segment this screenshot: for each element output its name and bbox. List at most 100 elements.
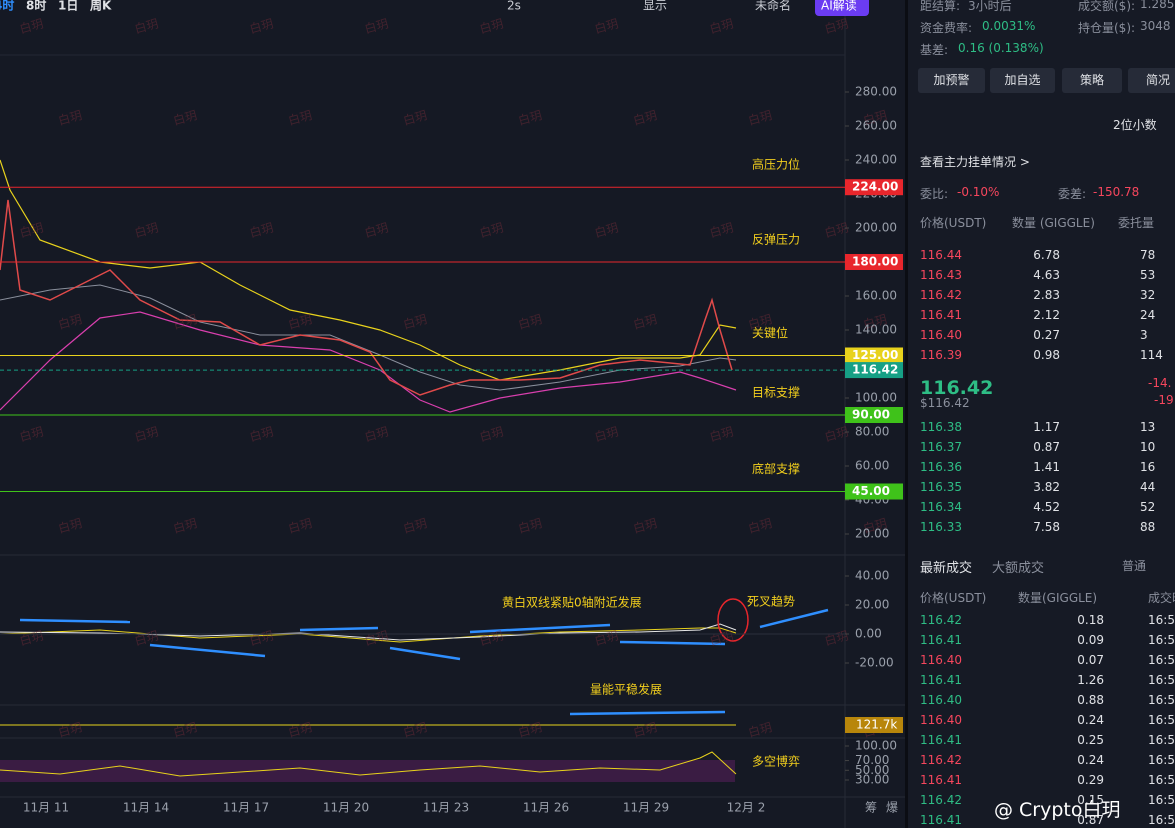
price: 116.42: [920, 288, 962, 302]
level-note: 高压力位: [752, 157, 800, 172]
price: 116.38: [920, 420, 962, 434]
ratio-label: 委比:: [920, 187, 949, 201]
interval[interactable]: 4时: [0, 0, 14, 13]
watermark: 白玥: [823, 424, 850, 445]
qty: 0.87: [1033, 440, 1060, 454]
trade-qty: 0.07: [1077, 653, 1104, 667]
trade-price: 116.41: [920, 633, 962, 647]
depth-link[interactable]: 查看主力挂单情况 >: [920, 155, 1030, 169]
trade-qty: 0.25: [1077, 733, 1104, 747]
y-tick-label: 0.00: [855, 627, 882, 641]
watermark: 白玥: [631, 107, 658, 128]
y-tick-label: 280.00: [855, 85, 897, 99]
trade-header: 价格(USDT): [920, 591, 987, 605]
watermark: 白玥: [286, 515, 313, 536]
y-tick-label: 240.00: [855, 153, 897, 167]
diff-value: -150.78: [1093, 185, 1140, 199]
action-button[interactable]: 加自选: [990, 68, 1055, 93]
x-tick-label: 11月 26: [523, 801, 569, 815]
level-note: 关键位: [752, 325, 788, 340]
trade-qty: 0.87: [1077, 813, 1104, 827]
x-tick-label: 11月 23: [423, 801, 469, 815]
cross-circle: [717, 598, 749, 642]
price: 116.44: [920, 248, 962, 262]
trade-tab[interactable]: 最新成交: [920, 561, 973, 576]
ticker-turnover_label: 成交额($):: [1078, 0, 1136, 13]
x-tick-label: 11月 20: [323, 801, 369, 815]
action-button[interactable]: 简况: [1128, 68, 1175, 93]
y-tick-label: 200.00: [855, 221, 897, 235]
price: 116.33: [920, 520, 962, 534]
decimals[interactable]: 2位小数: [1113, 118, 1157, 132]
arrows: [19, 608, 829, 716]
interval[interactable]: 1日: [58, 0, 78, 13]
trade-qty: 0.88: [1077, 693, 1104, 707]
watermark: 白玥: [286, 719, 313, 740]
level-label: 45.00: [852, 484, 890, 498]
watermark: 白玥: [401, 311, 428, 332]
level-tag: [845, 254, 903, 270]
watermark: 白玥: [18, 628, 45, 649]
total: 3: [1140, 328, 1148, 342]
trade-time: 16:58: [1148, 753, 1175, 767]
volume-tag: [845, 717, 903, 733]
total: 52: [1140, 500, 1156, 514]
price: 116.35: [920, 480, 962, 494]
footer-icon[interactable]: 筹: [865, 801, 877, 815]
ticker-settle_label: 距结算:: [920, 0, 961, 13]
level-label: 90.00: [852, 408, 890, 422]
watermark: 白玥: [516, 719, 543, 740]
ticker-turnover: 1.285: [1140, 0, 1175, 11]
watermark: 白玥: [248, 220, 275, 241]
last-pct: -19: [1154, 393, 1174, 407]
trade-time: 16:58: [1148, 633, 1175, 647]
last-usd: $116.42: [920, 396, 970, 410]
watermark: 白玥: [708, 628, 735, 649]
price: 116.34: [920, 500, 962, 514]
price: 116.37: [920, 440, 962, 454]
level-note: 反弹压力: [752, 233, 800, 247]
ticker-settle: 3小时后: [968, 0, 1012, 13]
y-tick-label: 20.00: [855, 598, 889, 612]
trade-tab[interactable]: 大额成交: [992, 561, 1045, 576]
level-label: 224.00: [852, 180, 898, 194]
trade-price: 116.40: [920, 653, 962, 667]
watermark: 白玥: [861, 107, 888, 128]
footer-icon[interactable]: 爆: [886, 801, 898, 815]
qty: 2.12: [1033, 308, 1060, 322]
watermark: 白玥: [823, 220, 850, 241]
watermark: 白玥: [401, 719, 428, 740]
trade-tab[interactable]: 普通: [1122, 559, 1147, 573]
annotation: 死叉趋势: [747, 595, 795, 609]
watermark: 白玥: [171, 311, 198, 332]
watermark: 白玥: [593, 220, 620, 241]
y-tick-label: 260.00: [855, 119, 897, 133]
watermark: 白玥: [18, 424, 45, 445]
watermark: 白玥: [56, 311, 83, 332]
watermark: 白玥: [248, 16, 275, 37]
annotation: 黄白双线紧贴0轴附近发展: [502, 595, 642, 610]
watermark: 白玥: [18, 16, 45, 37]
action-button[interactable]: 策略: [1062, 68, 1122, 93]
trade-price: 116.40: [920, 693, 962, 707]
price: 116.39: [920, 348, 962, 362]
annotation: 量能平稳发展: [590, 682, 662, 697]
price: 116.36: [920, 460, 962, 474]
trade-qty: 0.29: [1077, 773, 1104, 787]
watermark: 白玥: [171, 107, 198, 128]
qty: 4.52: [1033, 500, 1060, 514]
watermark: 白玥: [516, 515, 543, 536]
watermark: 白玥: [286, 107, 313, 128]
interval[interactable]: 周K: [90, 0, 112, 13]
interval[interactable]: 8时: [26, 0, 46, 13]
trade-time: 16:58: [1148, 653, 1175, 667]
total: 114: [1140, 348, 1163, 362]
ticker-funding: 0.0031%: [982, 19, 1036, 33]
last-price: 116.42: [920, 377, 994, 399]
y-tick-label: 100.00: [855, 391, 897, 405]
watermark: 白玥: [133, 424, 160, 445]
order-panel: 距结算: 3小时后 成交额($): 1.285 资金费率: 0.0031% 持仓量($): 3…: [908, 0, 1175, 828]
action-button[interactable]: 加预警: [918, 68, 985, 93]
